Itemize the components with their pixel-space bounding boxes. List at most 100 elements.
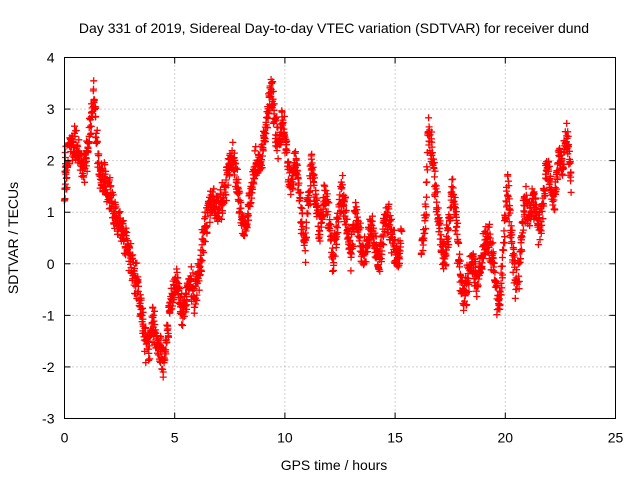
data-point <box>431 181 439 189</box>
data-point <box>444 225 452 233</box>
data-point <box>332 222 340 230</box>
data-point <box>236 189 244 197</box>
data-point <box>165 333 173 341</box>
data-point <box>465 288 473 295</box>
data-point <box>308 159 316 167</box>
data-point <box>498 284 506 292</box>
data-point <box>453 230 461 238</box>
data-point <box>179 322 187 329</box>
data-point <box>139 308 147 316</box>
data-point <box>379 233 387 241</box>
data-point <box>129 251 137 259</box>
x-tick-label: 10 <box>277 430 293 446</box>
data-point <box>347 267 355 275</box>
data-point <box>161 356 169 364</box>
data-point <box>550 196 558 204</box>
data-point <box>116 208 124 216</box>
data-point <box>294 175 302 183</box>
data-point <box>454 219 462 227</box>
data-point <box>353 206 361 214</box>
data-point <box>428 135 435 143</box>
data-point <box>279 119 287 127</box>
data-point <box>247 199 255 207</box>
data-point <box>90 77 98 85</box>
data-point <box>371 229 379 237</box>
data-point <box>137 296 145 304</box>
data-point <box>81 159 89 167</box>
data-point <box>522 183 530 190</box>
data-point <box>230 149 238 157</box>
data-point <box>422 225 430 233</box>
data-point <box>80 172 88 180</box>
data-point <box>357 224 365 232</box>
data-point <box>146 355 154 363</box>
data-point <box>149 311 157 319</box>
data-point <box>218 207 226 215</box>
data-point <box>378 240 386 248</box>
data-point <box>498 262 506 270</box>
y-tick-label: 4 <box>47 50 55 66</box>
data-point <box>149 303 157 311</box>
data-point <box>248 189 256 197</box>
data-point <box>433 188 441 196</box>
data-point <box>513 266 521 274</box>
y-axis-title: SDTVAR / TECUs <box>5 182 21 294</box>
data-point <box>486 220 493 228</box>
data-point <box>339 172 347 179</box>
data-point <box>201 238 209 246</box>
data-point <box>92 104 99 112</box>
data-point <box>162 350 170 358</box>
data-point <box>309 163 317 171</box>
data-point <box>152 326 160 334</box>
data-point <box>433 198 441 206</box>
data-point <box>112 203 120 211</box>
data-point <box>421 229 429 237</box>
data-point <box>102 167 110 175</box>
data-point <box>551 206 559 214</box>
data-point <box>203 228 211 236</box>
data-point <box>342 207 350 214</box>
data-point <box>378 247 386 255</box>
data-point <box>195 286 203 294</box>
data-point <box>461 292 469 300</box>
data-point <box>202 213 210 221</box>
data-point <box>428 128 436 136</box>
data-point <box>353 213 361 221</box>
data-point <box>433 206 441 213</box>
data-point <box>249 185 257 193</box>
data-point <box>501 233 509 241</box>
data-point <box>182 302 190 310</box>
data-point <box>187 263 195 271</box>
plot-frame <box>64 57 616 419</box>
data-point <box>376 267 384 275</box>
data-point <box>314 202 322 210</box>
data-point <box>457 272 465 280</box>
data-point <box>222 176 230 184</box>
data-point <box>368 212 376 220</box>
data-point <box>302 218 310 226</box>
data-points <box>60 76 575 381</box>
data-point <box>299 223 307 230</box>
data-point <box>503 187 511 195</box>
data-point <box>423 193 430 201</box>
data-point <box>151 321 159 328</box>
data-point <box>478 265 486 273</box>
x-tick-label: 15 <box>387 430 403 446</box>
data-point <box>258 164 266 172</box>
data-point <box>563 119 571 127</box>
data-point <box>310 181 318 189</box>
data-point <box>554 175 561 183</box>
data-point <box>180 312 188 320</box>
data-point <box>195 277 203 285</box>
data-point <box>505 195 513 203</box>
data-point <box>446 214 454 222</box>
data-point <box>246 200 254 208</box>
data-point <box>444 224 452 232</box>
data-point <box>397 226 405 234</box>
data-point <box>81 178 89 186</box>
data-point <box>422 212 430 220</box>
data-point <box>102 175 110 183</box>
data-point <box>83 167 91 175</box>
data-point <box>72 127 80 134</box>
